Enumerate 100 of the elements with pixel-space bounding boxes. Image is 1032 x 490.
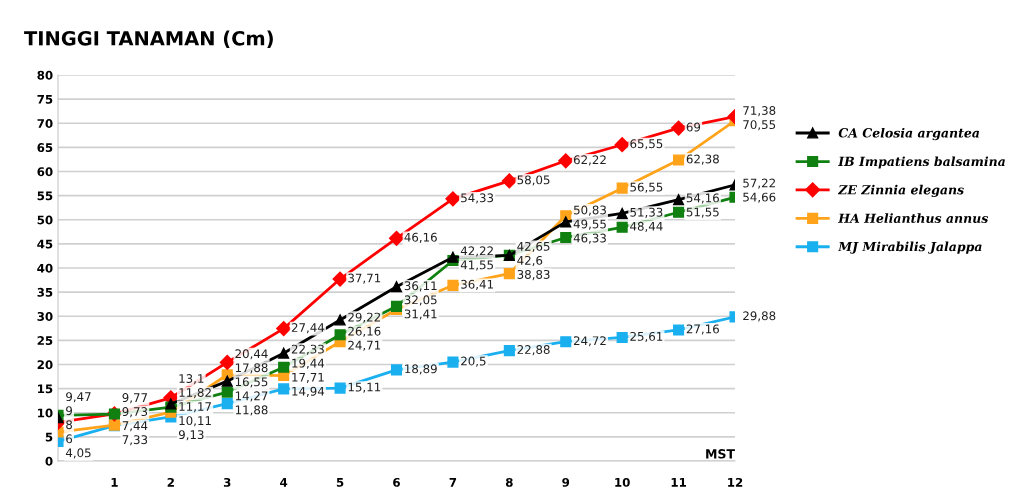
- data-label: 16,55: [235, 377, 268, 388]
- data-label: 8: [66, 420, 73, 430]
- data-label: 9,13: [178, 430, 204, 441]
- data-label: 50,83: [574, 205, 606, 216]
- data-label: 51,55: [686, 207, 719, 218]
- data-label: 17,88: [235, 363, 268, 374]
- y-tick-label: 75: [37, 95, 53, 104]
- x-tick-label: 9: [562, 477, 570, 487]
- data-label: 37,71: [348, 273, 381, 284]
- data-label: 54,33: [461, 193, 494, 204]
- y-tick-label: 80: [37, 70, 53, 80]
- x-tick-label: 10: [615, 477, 630, 487]
- data-label: 41,55: [460, 260, 494, 271]
- data-label: 10,11: [179, 416, 211, 427]
- data-label: 20,44: [235, 349, 268, 360]
- data-label: 54,16: [686, 193, 719, 204]
- x-tick-label: 1: [111, 478, 118, 487]
- y-tick-label: 40: [37, 263, 53, 273]
- data-label: 11,88: [235, 405, 268, 416]
- data-label: 11,17: [179, 402, 211, 413]
- data-label: 13,1: [179, 374, 204, 385]
- x-tick-label: 3: [223, 477, 231, 487]
- data-label: 24,71: [348, 340, 381, 351]
- data-label: 27,16: [686, 324, 719, 335]
- data-label: 6: [66, 434, 73, 444]
- x-tick-label: 2: [167, 477, 174, 487]
- chart-title: TINGGI TANAMAN (Cm): [24, 30, 273, 48]
- data-label: 18,89: [405, 364, 437, 375]
- y-tick-label: 70: [37, 118, 53, 128]
- data-label: 22,33: [291, 344, 324, 355]
- data-label: 24,72: [573, 336, 606, 347]
- data-label: 38,83: [517, 269, 550, 281]
- data-label: 62,38: [686, 154, 719, 165]
- data-label: 57,22: [743, 178, 775, 189]
- data-label: 9,77: [122, 393, 148, 404]
- y-tick-label: 35: [37, 287, 53, 297]
- y-tick-label: 50: [37, 215, 53, 225]
- y-tick-label: 65: [37, 143, 53, 153]
- x-tick-label: 12: [728, 477, 743, 487]
- data-label: 70,55: [743, 120, 776, 131]
- data-label: 36,11: [404, 281, 437, 292]
- data-label: 9,47: [66, 392, 91, 403]
- x-tick-label: 5: [336, 478, 344, 487]
- data-label: 71,38: [743, 106, 776, 117]
- data-label: 46,33: [573, 233, 606, 244]
- data-label: 54,66: [743, 192, 776, 203]
- y-tick-label: 25: [37, 336, 53, 346]
- y-tick-label: 45: [37, 239, 53, 249]
- x-tick-label: 6: [393, 477, 400, 487]
- data-label: 65,55: [630, 139, 663, 150]
- legend-label: CA Celosia argantea: [838, 127, 980, 141]
- data-label: 29,22: [348, 312, 381, 323]
- x-axis-title: MST: [706, 449, 735, 459]
- legend-label: ZE Zinnia elegans: [837, 184, 964, 198]
- data-label: 48,44: [630, 221, 663, 232]
- data-label: 19,44: [292, 358, 325, 369]
- data-label: 25,61: [630, 331, 663, 343]
- y-tick-label: 5: [45, 432, 53, 442]
- data-label: 7,44: [122, 421, 148, 432]
- y-tick-label: 20: [37, 360, 53, 370]
- data-label: 22,88: [517, 345, 550, 356]
- data-label: 69: [686, 122, 701, 132]
- data-label: 36,41: [461, 279, 493, 290]
- data-label: 51,33: [630, 207, 663, 218]
- y-tick-label: 0: [45, 456, 53, 466]
- data-label: 42,6: [517, 255, 543, 267]
- data-label: 20,5: [461, 356, 486, 367]
- x-tick-label: 11: [671, 478, 686, 487]
- data-label: 46,16: [404, 232, 437, 243]
- data-label: 4,05: [65, 448, 91, 459]
- y-tick-label: 60: [37, 167, 53, 177]
- data-label: 9: [66, 406, 73, 416]
- data-label: 49,55: [573, 219, 606, 230]
- legend-label: IB Impatiens balsamina: [837, 156, 1005, 169]
- x-tick-label: 8: [505, 477, 513, 487]
- data-label: 29,88: [743, 311, 776, 322]
- data-label: 42,22: [460, 246, 493, 257]
- data-label: 17,71: [292, 372, 324, 383]
- data-label: 11,82: [179, 388, 211, 399]
- data-label: 27,44: [291, 323, 325, 334]
- data-label: 7,33: [122, 435, 148, 446]
- y-tick-label: 55: [37, 191, 53, 201]
- y-tick-label: 15: [38, 384, 53, 394]
- data-label: 62,22: [573, 155, 606, 166]
- data-label: 14,94: [292, 386, 325, 397]
- data-label: 14,27: [235, 391, 268, 402]
- data-label: 56,55: [630, 182, 663, 193]
- x-tick-label: 4: [280, 478, 288, 487]
- data-label: 9,73: [122, 407, 148, 418]
- data-label: 58,05: [517, 175, 550, 186]
- x-tick-label: 7: [449, 478, 457, 487]
- data-label: 32,05: [404, 295, 437, 306]
- data-label: 31,41: [404, 309, 437, 320]
- legend-label: HA Helianthus annus: [837, 213, 989, 223]
- legend-label: MJ Mirabilis Jalappa: [837, 241, 982, 254]
- data-label: 15,11: [348, 382, 381, 393]
- data-label: 42,65: [517, 241, 550, 253]
- data-label: 26,16: [348, 326, 381, 337]
- y-tick-label: 30: [37, 311, 53, 321]
- y-tick-label: 10: [38, 408, 53, 418]
